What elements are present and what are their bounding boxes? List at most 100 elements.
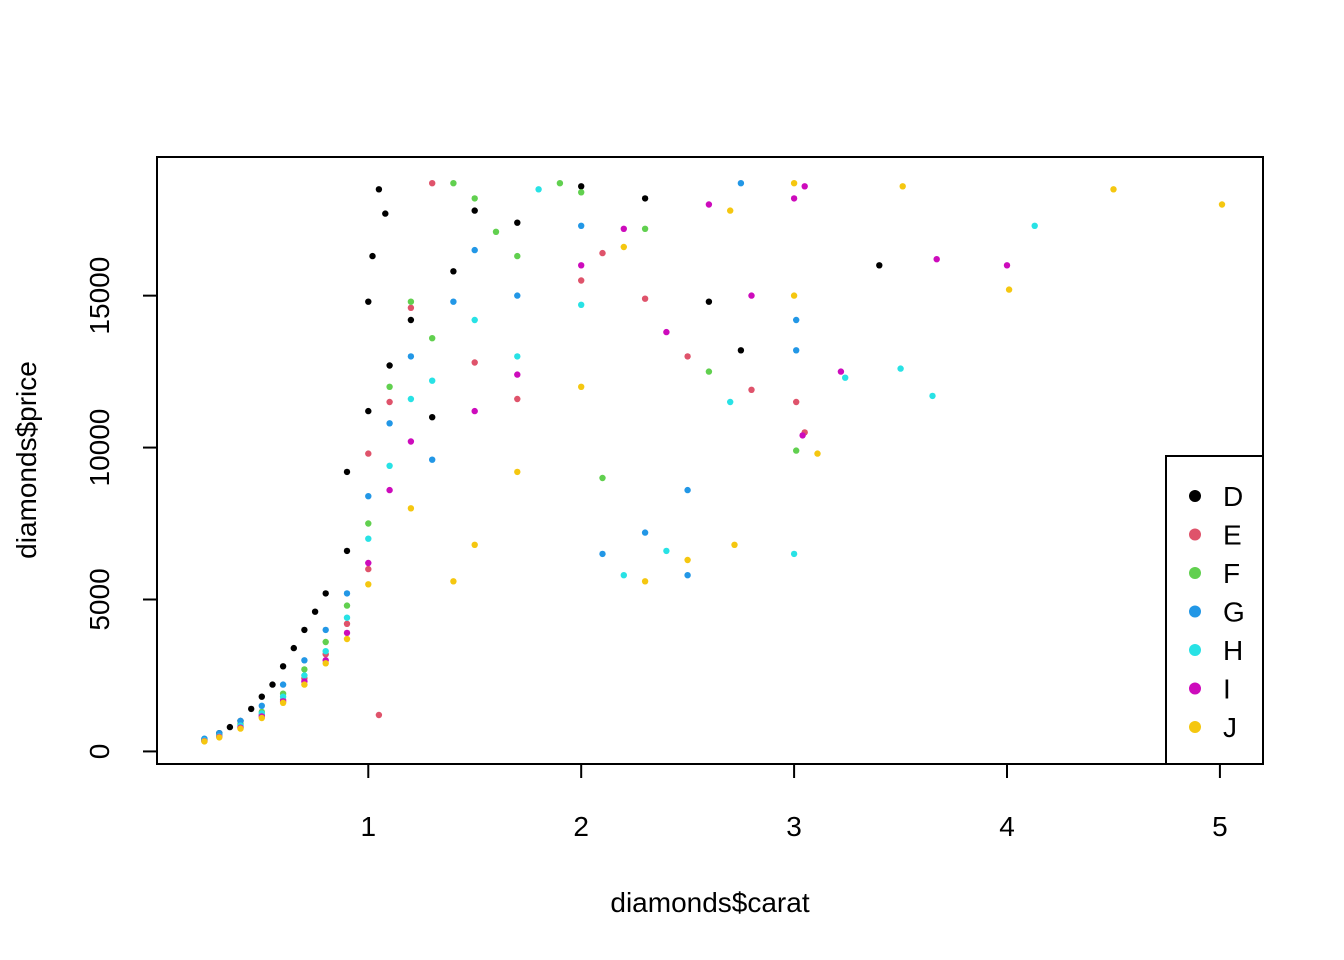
point-D-6 xyxy=(269,681,276,688)
point-F-11 xyxy=(429,335,436,342)
point-H-11 xyxy=(429,377,436,384)
x-tick-label: 5 xyxy=(1212,811,1228,842)
point-J-10 xyxy=(450,578,457,585)
point-H-13 xyxy=(514,353,521,360)
point-F-12 xyxy=(450,180,457,187)
point-H-17 xyxy=(663,547,670,555)
point-J-14 xyxy=(620,243,627,251)
point-D-24 xyxy=(514,219,521,226)
point-D-19 xyxy=(386,362,393,369)
point-J-7 xyxy=(343,635,351,643)
legend-item-H: H xyxy=(1189,635,1243,666)
point-G-2 xyxy=(237,717,244,725)
point-I-13 xyxy=(578,262,585,269)
point-J-16 xyxy=(684,556,691,564)
point-E-17 xyxy=(599,249,606,257)
point-D-11 xyxy=(322,590,329,597)
point-H-14 xyxy=(535,186,542,193)
point-G-21 xyxy=(793,316,800,324)
series-I xyxy=(201,183,1011,745)
x-axis: 1 2 3 4 5 xyxy=(360,763,1228,842)
legend-label: D xyxy=(1223,481,1243,512)
x-tick-label: 3 xyxy=(786,811,802,842)
point-D-25 xyxy=(578,183,585,190)
point-J-17 xyxy=(727,207,734,214)
point-G-4 xyxy=(279,681,287,688)
x-tick-label: 4 xyxy=(999,811,1015,842)
point-G-6 xyxy=(322,626,329,634)
points-layer xyxy=(201,180,1226,745)
point-F-15 xyxy=(514,252,521,260)
point-D-17 xyxy=(375,186,383,193)
point-J-13 xyxy=(578,383,585,390)
point-D-26 xyxy=(641,195,649,202)
point-E-14 xyxy=(471,359,478,366)
point-I-14 xyxy=(620,225,627,232)
point-G-19 xyxy=(684,572,691,579)
point-F-8 xyxy=(365,520,372,527)
point-J-25 xyxy=(1218,201,1226,208)
point-H-16 xyxy=(620,572,627,579)
point-I-15 xyxy=(663,328,670,336)
point-J-24 xyxy=(1110,186,1117,193)
point-J-4 xyxy=(279,699,287,706)
point-G-7 xyxy=(343,590,351,597)
point-D-7 xyxy=(279,663,287,670)
legend-marker xyxy=(1189,682,1201,695)
legend-marker xyxy=(1189,605,1201,618)
point-H-4 xyxy=(279,693,287,700)
point-E-20 xyxy=(748,386,755,393)
point-G-12 xyxy=(450,298,457,305)
point-F-16 xyxy=(556,180,564,187)
legend-label: J xyxy=(1223,712,1237,743)
point-F-20 xyxy=(705,368,713,375)
point-J-1 xyxy=(216,734,223,741)
y-axis: 0 5000 10000 15000 xyxy=(84,257,158,759)
point-J-12 xyxy=(514,468,521,476)
point-H-15 xyxy=(578,301,585,308)
point-I-22 xyxy=(1003,262,1011,269)
point-J-22 xyxy=(899,183,906,190)
point-D-4 xyxy=(248,705,255,713)
point-F-14 xyxy=(492,228,500,235)
point-F-9 xyxy=(386,383,393,390)
point-D-16 xyxy=(369,252,376,260)
point-J-9 xyxy=(407,505,415,512)
legend-item-D: D xyxy=(1189,481,1243,512)
point-G-15 xyxy=(578,222,585,229)
point-D-29 xyxy=(876,262,883,269)
point-J-2 xyxy=(237,725,244,732)
point-F-21 xyxy=(793,447,800,454)
point-I-21 xyxy=(933,256,940,263)
point-H-10 xyxy=(407,395,415,403)
point-I-20 xyxy=(837,368,845,375)
point-D-13 xyxy=(343,468,351,476)
point-G-5 xyxy=(301,657,308,664)
series-G xyxy=(201,180,800,742)
point-H-23 xyxy=(842,374,849,381)
legend-box xyxy=(1165,455,1264,765)
point-G-22 xyxy=(793,347,800,354)
point-D-10 xyxy=(311,608,319,615)
point-G-13 xyxy=(471,246,478,254)
point-F-18 xyxy=(599,474,606,482)
point-E-16 xyxy=(578,277,585,284)
point-I-17 xyxy=(748,292,755,299)
point-H-18 xyxy=(727,398,734,406)
y-tick-label: 15000 xyxy=(84,257,115,335)
point-J-20 xyxy=(790,292,798,299)
point-G-14 xyxy=(514,292,521,299)
point-H-5 xyxy=(301,672,308,679)
point-H-21 xyxy=(929,392,936,400)
point-G-17 xyxy=(641,529,649,536)
series-J xyxy=(201,180,1226,745)
point-J-3 xyxy=(258,714,265,722)
point-J-19 xyxy=(790,180,798,187)
point-H-22 xyxy=(1031,222,1038,229)
point-J-23 xyxy=(1005,286,1013,293)
point-H-9 xyxy=(386,462,393,469)
point-F-5 xyxy=(301,666,308,673)
point-D-22 xyxy=(450,268,457,275)
